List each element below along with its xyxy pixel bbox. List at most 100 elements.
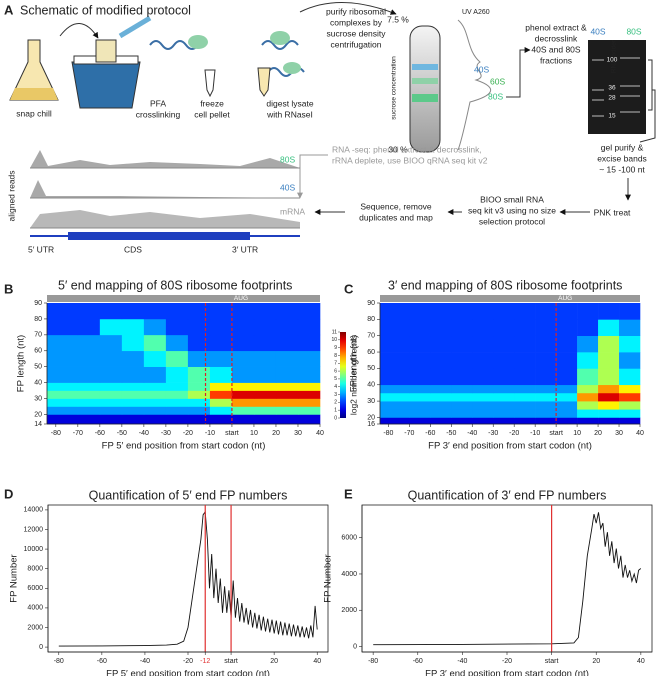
heatmap-cell [275,334,299,352]
heatmap-cell [121,398,145,407]
y-tick-label: 50 [34,364,42,371]
y-tick-label: 70 [367,333,375,340]
heatmap-cell [275,406,299,415]
heatmap-cell [47,398,79,407]
heatmap-cell [556,368,578,386]
y-axis-label: FP Number [9,554,20,602]
heatmap-cell [493,392,515,402]
heatmap-cell [77,303,101,320]
step-label: snap chill [16,108,52,118]
heatmap-cell [409,303,431,320]
step-label: PNK treat [594,207,631,217]
heatmap-cell [409,409,431,418]
colorbar-tick-label: 2 [334,400,337,406]
x-tick-label: 40 [637,658,645,665]
heatmap-cell [231,414,255,425]
heatmap-cell [231,390,255,399]
y-axis-label: FP length (nt) [16,335,27,392]
heatmap-cell [556,352,578,369]
heatmap-cell [209,390,233,399]
heatmap-cell [535,409,557,418]
y-tick-label: 20 [367,414,375,421]
x-tick-label: 30 [615,430,623,437]
heatmap-cell [297,334,321,352]
heatmap-cell [297,382,321,391]
y-tick-label: 0 [353,643,357,650]
heatmap-cell [514,319,536,337]
heatmap-cell [598,352,620,369]
heatmap-cell [121,414,145,425]
heatmap-cell [121,334,145,352]
y-tick-label: 50 [367,365,375,372]
heatmap-cell [598,401,620,410]
heatmap-cell [451,368,473,386]
track-axis: aligned reads [6,170,16,221]
heatmap-cell [77,414,101,425]
chart-title: Quantification of 5′ end FP numbers [89,488,288,502]
heatmap-cell [619,319,641,337]
panel-label: A [4,2,14,17]
heatmap-cell [231,382,255,391]
x-tick-label: -10 [205,430,215,437]
colorbar-tick-label: 6 [334,368,337,374]
data-line [58,510,318,647]
step-label: phenol extract & [525,22,587,32]
heatmap-cell [165,303,189,320]
x-tick-label: -80 [368,658,378,665]
colorbar-tick-label: 3 [334,392,337,398]
heatmap-cell [619,303,641,320]
heatmap-cell [535,352,557,369]
heatmap-cell [380,368,410,386]
heatmap-cell [380,335,410,353]
heatmap-cell [472,303,494,320]
x-tick-label: -30 [488,430,498,437]
heatmap-cell [472,392,494,402]
heatmap-cell [231,398,255,407]
heatmap-cell [577,392,599,402]
heatmap-cell [598,335,620,353]
heatmap-cell [121,350,145,367]
heatmap-cell [451,319,473,337]
y-axis-label: FP length (nt) [349,335,360,392]
x-tick-label: 40 [313,658,321,665]
gradient-label: 7.5 % [387,14,409,24]
heatmap-cell [535,303,557,320]
step-label: digest lysate [266,98,314,108]
heatmap-cell [430,303,452,320]
heatmap-cell [493,303,515,320]
heatmap-cell [493,409,515,418]
heatmap-cell [47,334,79,352]
x-tick-label: 20 [594,430,602,437]
heatmap-cell [535,392,557,402]
rnaseq-label: rRNA deplete, use BIOO qRNA seq kit v2 [332,155,488,165]
step-label: selection protocol [479,216,545,226]
y-tick-label: 2000 [27,624,43,631]
heatmap-cell [187,398,211,407]
heatmap-cell [619,417,641,425]
heatmap-cell [556,384,578,394]
heatmap-cell [187,318,211,336]
y-tick-label: 70 [34,332,42,339]
colorbar-tick-label: 8 [334,353,337,359]
x-axis-label: FP 3′ end position from start codon (nt) [428,441,592,452]
gene-label: 3′ UTR [232,244,258,254]
ladder-label: 15 [608,113,616,120]
track-label: 80S [280,154,295,164]
heatmap-cell [253,406,277,415]
colorbar-tick-label: 4 [334,384,337,390]
y-tick-label: 90 [367,300,375,307]
panel-label: E [344,486,353,501]
heatmap-cell [409,368,431,386]
step-label: PFA [150,98,166,108]
heatmap-cell [47,350,79,367]
step-label: Sequence, remove [360,201,432,211]
heatmap-cell [297,406,321,415]
heatmap-cell [451,303,473,320]
ladder-label: 100 [607,57,618,64]
step-label: 40S and 80S [531,44,580,54]
gradient-label: 30 % [388,144,408,154]
heatmap-cell [209,382,233,391]
heatmap-cell [514,352,536,369]
heatmap-cell [231,334,255,352]
heatmap-cell [253,318,277,336]
